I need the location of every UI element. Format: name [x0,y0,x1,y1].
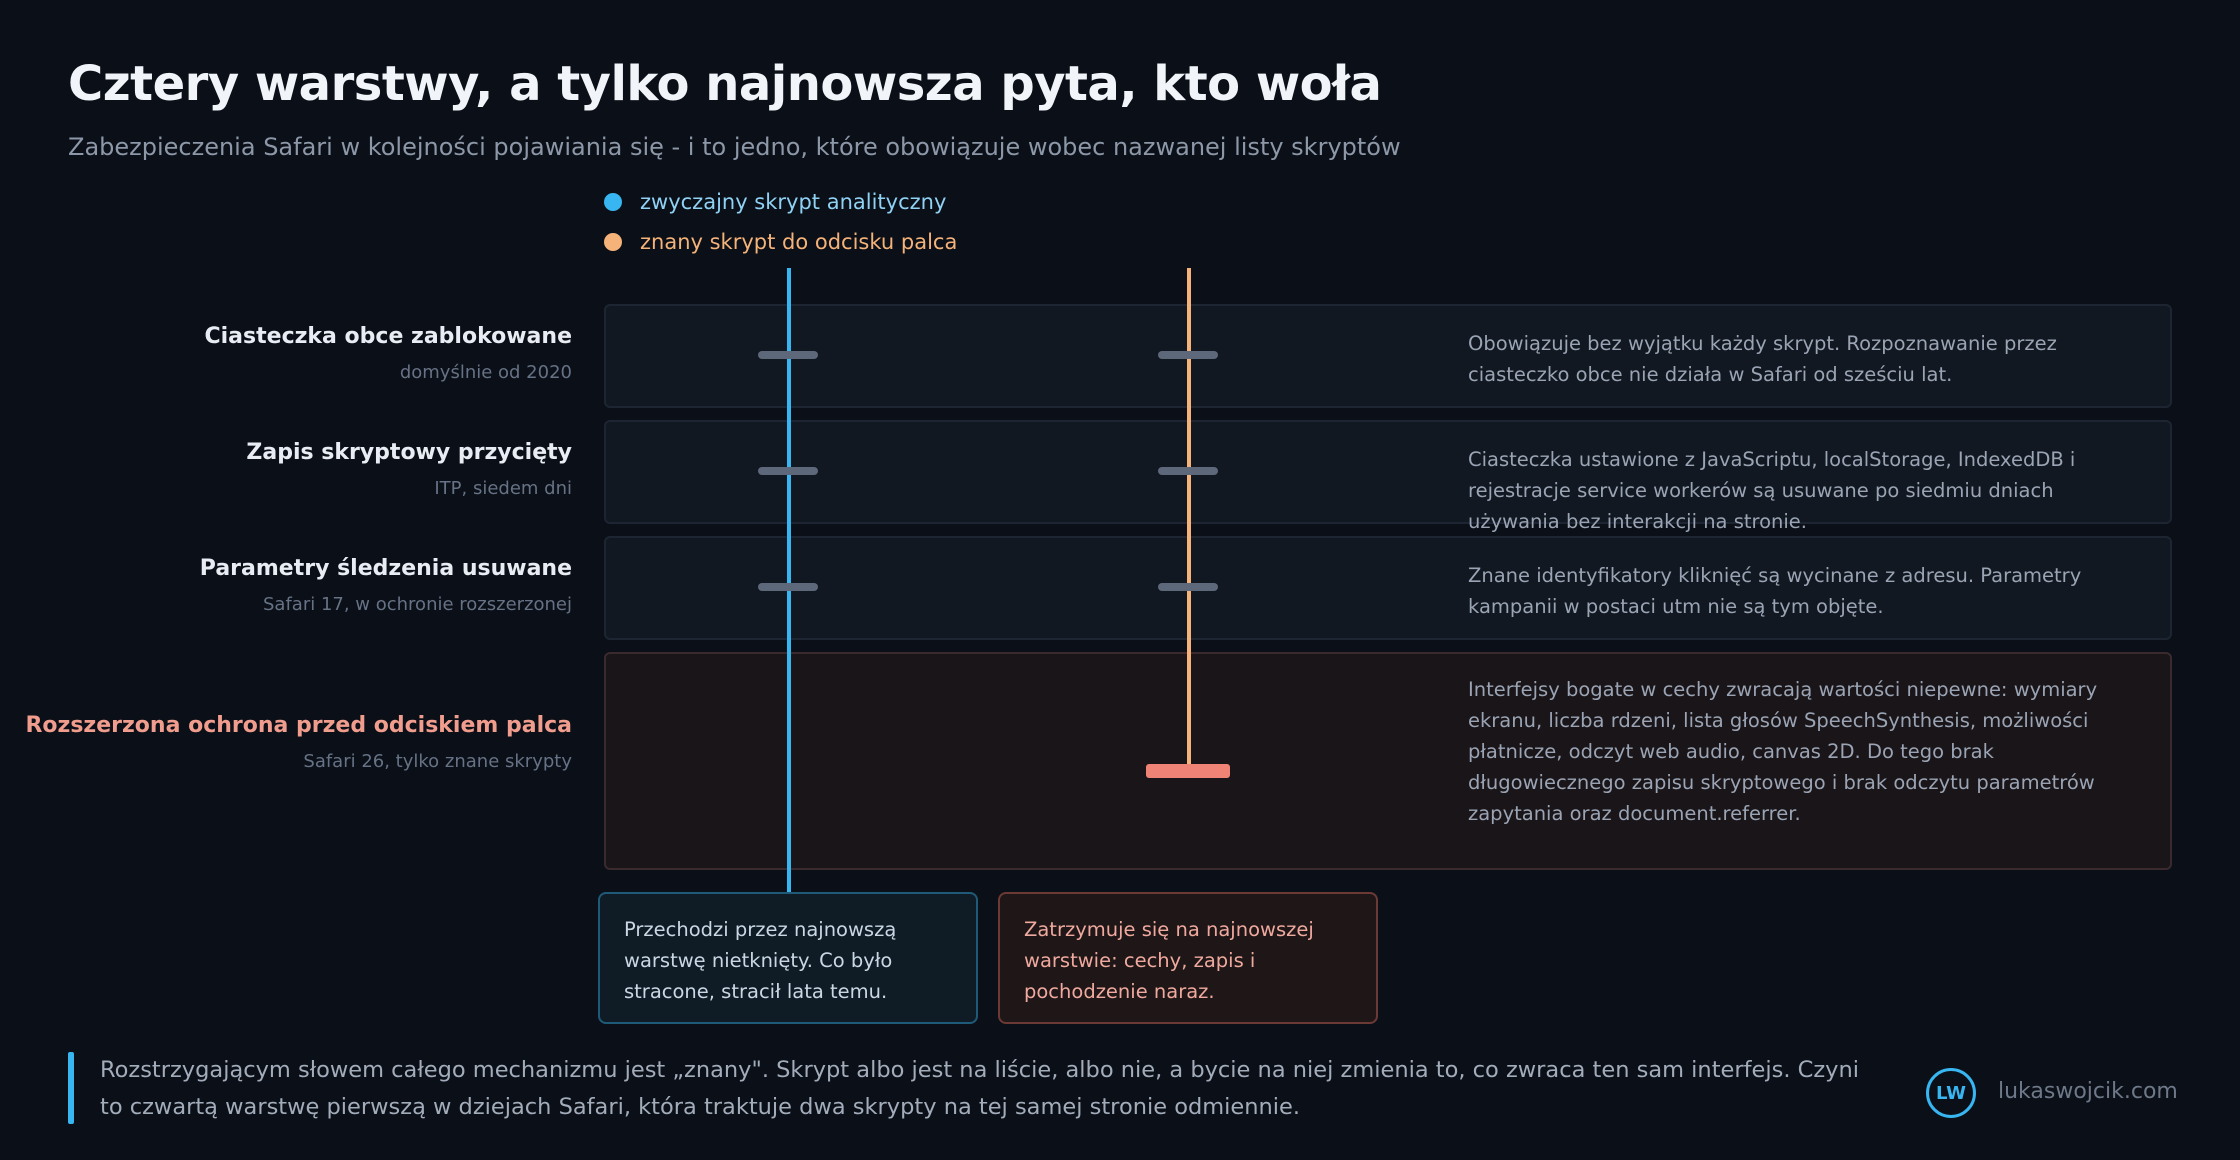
layer-panel-script-storage [604,420,2172,524]
legend-label-analytics: zwyczajny skrypt analityczny [640,190,947,214]
layer-label-tracking-params: Parametry śledzenia usuwane Safari 17, w… [200,556,572,615]
layer-label-script-storage: Zapis skryptowy przycięty ITP, siedem dn… [246,440,572,499]
layer-panel-third-party-cookies [604,304,2172,408]
brand-logo: LW [1926,1068,1976,1118]
legend-label-fingerprint: znany skrypt do odcisku palca [640,230,958,254]
layer-panel-fingerprint-protection [604,652,2172,870]
layer-label-third-party-cookies: Ciasteczka obce zablokowane domyślnie od… [205,324,573,383]
analytics-crossing-tick [758,467,818,475]
legend-item-fingerprint: znany skrypt do odcisku palca [604,222,957,262]
brand-site[interactable]: lukaswojcik.com [1998,1079,2178,1104]
legend-dot-fingerprint [604,233,622,251]
analytics-crossing-tick [758,351,818,359]
layer-name: Ciasteczka obce zablokowane [204,324,573,349]
page-subtitle: Zabezpieczenia Safari w kolejności pojaw… [68,133,1401,161]
fingerprint-crossing-tick [1158,351,1218,359]
layer-description: Ciasteczka ustawione z JavaScriptu, loca… [1468,448,2076,533]
layer-name: Parametry śledzenia usuwane [199,556,572,581]
fingerprint-stop-marker [1146,764,1230,778]
layer-label-fingerprint-protection: Rozszerzona ochrona przed odciskiem palc… [25,713,572,772]
layer-description: Interfejsy bogate w cechy zwracają warto… [1468,678,2098,825]
layer-name: Rozszerzona ochrona przed odciskiem palc… [25,713,572,738]
layer-sub: Safari 17, w ochronie rozszerzonej [263,594,572,615]
legend: zwyczajny skrypt analityczny znany skryp… [604,182,957,262]
page-title: Cztery warstwy, a tylko najnowsza pyta, … [68,56,1382,112]
layer-sub: domyślnie od 2020 [399,362,572,383]
footer-note: Rozstrzygającym słowem całego mechanizmu… [100,1057,1859,1120]
legend-item-analytics: zwyczajny skrypt analityczny [604,182,957,222]
analytics-script-path [787,268,791,892]
layer-sub: ITP, siedem dni [434,478,572,499]
layer-description: Znane identyfikatory kliknięć są wycinan… [1468,564,2082,618]
layer-name: Zapis skryptowy przycięty [246,440,572,465]
outcome-fingerprint: Zatrzymuje się na najnowszej warstwie: c… [998,892,1378,1024]
fingerprint-crossing-tick [1158,583,1218,591]
legend-dot-analytics [604,193,622,211]
layer-sub: Safari 26, tylko znane skrypty [303,751,572,772]
fingerprint-crossing-tick [1158,467,1218,475]
layer-panel-tracking-params [604,536,2172,640]
outcome-analytics: Przechodzi przez najnowszą warstwę nietk… [598,892,978,1024]
layer-description: Obowiązuje bez wyjątku każdy skrypt. Roz… [1468,332,2057,386]
analytics-crossing-tick [758,583,818,591]
footer-accent-bar [68,1052,74,1124]
fingerprint-script-path [1187,268,1191,770]
